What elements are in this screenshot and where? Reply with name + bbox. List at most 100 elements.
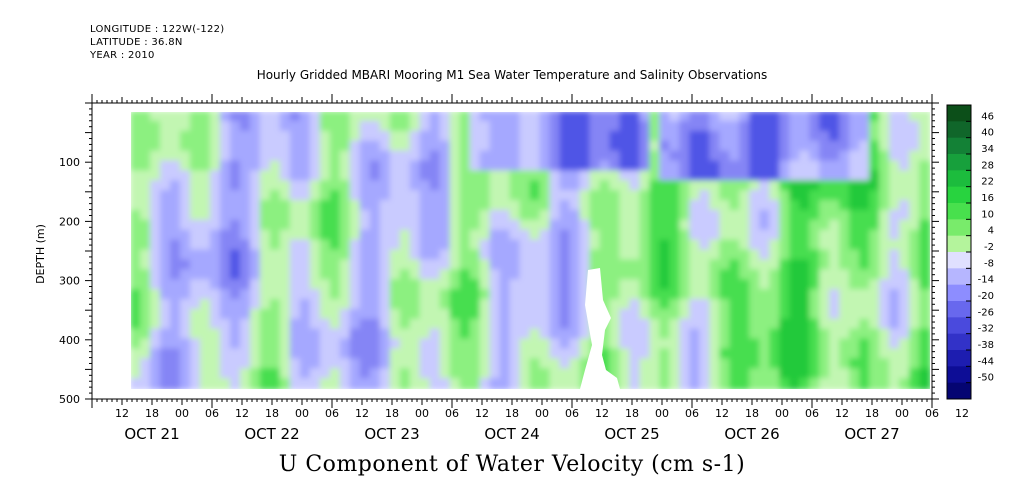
heatmap-cell — [709, 299, 722, 311]
heatmap-cell — [559, 209, 572, 222]
heatmap-cell — [169, 190, 182, 202]
heatmap-cell — [749, 378, 762, 390]
heatmap-cell — [609, 239, 622, 252]
heatmap-cell — [379, 160, 392, 173]
heatmap-cell — [729, 289, 742, 301]
heatmap-cell — [819, 219, 832, 232]
heatmap-cell — [719, 130, 732, 143]
heatmap-cell — [379, 170, 392, 183]
heatmap-cell — [749, 249, 762, 262]
heatmap-cell — [729, 249, 742, 262]
heatmap-cell — [779, 160, 792, 173]
heatmap-cell — [609, 318, 622, 331]
heatmap-cell — [769, 348, 782, 361]
heatmap-cell — [819, 378, 832, 390]
heatmap-cell — [339, 150, 352, 163]
heatmap-cell — [919, 348, 931, 361]
heatmap-cell — [669, 279, 682, 292]
heatmap-cell — [769, 299, 782, 311]
heatmap-cell — [739, 209, 752, 222]
heatmap-cell — [339, 299, 352, 311]
heatmap-cell — [439, 150, 452, 163]
heatmap-cell — [449, 160, 462, 173]
x-tick-label: 00 — [895, 407, 909, 420]
heatmap-cell — [569, 269, 582, 282]
heatmap-cell — [459, 338, 472, 351]
heatmap-cell — [319, 368, 332, 381]
heatmap-cell — [130, 120, 142, 133]
heatmap-cell — [819, 190, 832, 202]
heatmap-cell — [359, 140, 372, 153]
no-data-mask — [92, 389, 932, 399]
heatmap-cell — [289, 358, 302, 371]
heatmap-cell — [329, 279, 342, 292]
heatmap-cell — [130, 170, 142, 183]
heatmap-cell — [519, 289, 532, 301]
heatmap-cell — [449, 358, 462, 371]
heatmap-cell — [449, 368, 462, 381]
heatmap-cell — [319, 170, 332, 183]
heatmap-cell — [909, 229, 921, 242]
heatmap-cell — [489, 279, 502, 292]
heatmap-cell — [779, 368, 792, 381]
heatmap-cell — [429, 150, 442, 163]
heatmap-cell — [759, 219, 772, 232]
heatmap-cell — [539, 269, 552, 282]
heatmap-cell — [169, 120, 182, 133]
heatmap-cell — [519, 368, 532, 381]
x-tick-label: 12 — [115, 407, 129, 420]
heatmap-cell — [649, 111, 662, 123]
heatmap-cell — [689, 190, 702, 202]
heatmap-cell — [829, 229, 842, 242]
heatmap-cell — [599, 200, 612, 212]
heatmap-cell — [130, 150, 142, 163]
heatmap-cell — [169, 279, 182, 292]
heatmap-cell — [329, 378, 342, 390]
heatmap-cell — [799, 120, 812, 133]
heatmap-cell — [919, 140, 931, 153]
colorbar-label: -32 — [978, 324, 994, 335]
heatmap-cell — [359, 239, 372, 252]
heatmap-cell — [699, 289, 712, 301]
heatmap-cell — [259, 229, 272, 242]
heatmap-cell — [469, 120, 482, 133]
heatmap-cell — [389, 378, 402, 390]
heatmap-cell — [789, 130, 802, 143]
heatmap-cell — [349, 170, 362, 183]
heatmap-cell — [739, 318, 752, 331]
colorbar-label: -26 — [978, 307, 994, 318]
heatmap-cell — [629, 229, 642, 242]
heatmap-cell — [369, 170, 382, 183]
heatmap-cell — [699, 269, 712, 282]
heatmap-cell — [599, 249, 612, 262]
heatmap-cell — [879, 348, 892, 361]
heatmap-cell — [189, 140, 202, 153]
heatmap-cell — [219, 348, 232, 361]
heatmap-cell — [579, 328, 592, 341]
heatmap-cell — [679, 328, 692, 341]
heatmap-cell — [219, 318, 232, 331]
heatmap-cell — [569, 170, 582, 183]
heatmap-cell — [769, 200, 782, 212]
heatmap-cell — [339, 338, 352, 351]
x-day-label: OCT 26 — [724, 425, 779, 443]
heatmap-cell — [319, 328, 332, 341]
heatmap-cell — [849, 140, 862, 153]
heatmap-cell — [499, 190, 512, 202]
heatmap-cell — [219, 200, 232, 212]
heatmap-cell — [559, 358, 572, 371]
heatmap-cell — [619, 160, 632, 173]
heatmap-cell — [659, 111, 672, 123]
heatmap-cell — [459, 190, 472, 202]
heatmap-cell — [399, 279, 412, 292]
heatmap-cell — [169, 249, 182, 262]
heatmap-cell — [289, 209, 302, 222]
heatmap-field — [92, 103, 932, 399]
heatmap-cell — [599, 170, 612, 183]
colorbar-label: -14 — [978, 275, 994, 286]
x-tick-label: 06 — [325, 407, 339, 420]
heatmap-cell — [479, 289, 492, 301]
heatmap-cell — [719, 140, 732, 153]
heatmap-cell — [339, 190, 352, 202]
